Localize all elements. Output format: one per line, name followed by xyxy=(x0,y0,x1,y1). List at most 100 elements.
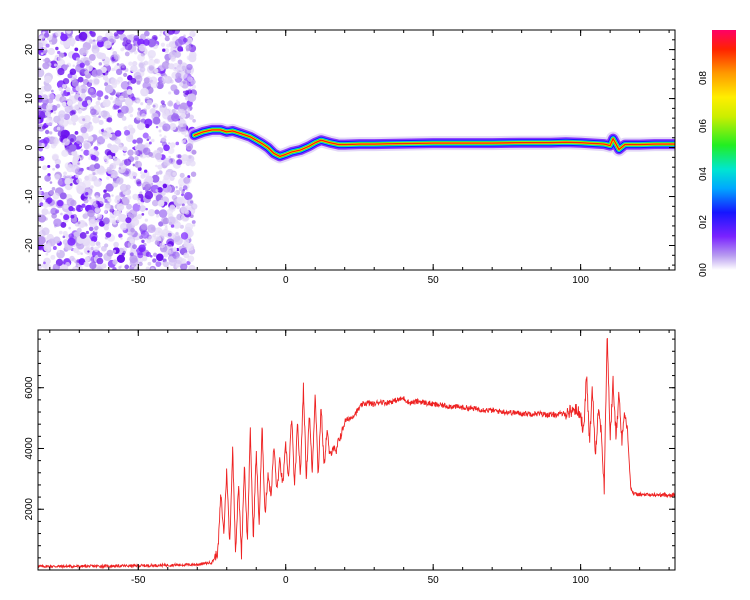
noise-speckle xyxy=(117,210,122,215)
noise-speckle xyxy=(51,187,56,191)
noise-speckle xyxy=(104,95,109,100)
noise-speckle xyxy=(175,264,179,268)
noise-speckle xyxy=(149,76,158,85)
noise-speckle xyxy=(104,148,112,156)
y-tick-label: 4000 xyxy=(24,437,35,460)
noise-speckle xyxy=(101,110,110,120)
noise-speckle xyxy=(50,89,54,93)
noise-speckle xyxy=(50,109,54,113)
noise-speckle xyxy=(107,133,113,138)
noise-speckle xyxy=(125,217,132,224)
noise-speckle xyxy=(117,144,124,150)
noise-speckle xyxy=(82,83,86,87)
y-tick-label: 20 xyxy=(24,44,35,56)
noise-speckle xyxy=(112,249,117,254)
noise-speckle xyxy=(178,108,186,117)
noise-speckle xyxy=(176,196,184,204)
noise-speckle xyxy=(75,57,80,62)
noise-speckle xyxy=(81,203,86,208)
noise-speckle xyxy=(96,35,104,43)
noise-speckle xyxy=(183,176,191,184)
snr-panel: -50 0 50 100 2000 4000 6000 xyxy=(24,329,676,586)
noise-speckle xyxy=(82,57,91,66)
noise-speckle xyxy=(38,142,42,147)
noise-speckle xyxy=(57,56,63,62)
noise-speckle xyxy=(170,84,178,92)
noise-speckle xyxy=(140,223,148,230)
noise-speckle xyxy=(98,119,104,125)
noise-speckle xyxy=(140,102,144,106)
noise-speckle xyxy=(113,54,120,60)
spectrogram-axes: -50 0 50 100 -20 -10 0 10 20 xyxy=(24,29,675,286)
x-tick-label: 0 xyxy=(283,575,289,586)
snr-series-line xyxy=(38,337,675,570)
noise-speckle xyxy=(49,41,53,45)
noise-speckle xyxy=(130,64,138,73)
noise-speckle xyxy=(62,230,68,236)
noise-speckle xyxy=(179,172,185,178)
noise-speckle xyxy=(179,102,188,111)
noise-speckle xyxy=(90,154,97,161)
noise-speckle xyxy=(72,155,80,162)
noise-speckle xyxy=(41,125,46,130)
noise-speckle xyxy=(138,244,146,253)
noise-speckle xyxy=(79,46,89,56)
noise-speckle xyxy=(96,213,103,220)
noise-speckle xyxy=(67,237,76,246)
noise-speckle xyxy=(160,100,165,105)
noise-speckle xyxy=(151,138,155,143)
noise-speckle xyxy=(88,226,94,232)
noise-speckle xyxy=(146,138,150,142)
noise-speckle xyxy=(157,199,165,207)
noise-speckle xyxy=(113,32,119,37)
noise-speckle xyxy=(49,181,53,184)
noise-speckle xyxy=(47,98,54,104)
noise-speckle xyxy=(113,158,121,166)
noise-speckle xyxy=(83,149,90,156)
noise-speckle xyxy=(136,143,145,151)
noise-speckle xyxy=(139,62,144,68)
noise-speckle xyxy=(98,115,101,119)
noise-speckle xyxy=(43,137,50,144)
noise-speckle xyxy=(87,135,94,142)
noise-speckle xyxy=(187,93,197,103)
noise-speckle xyxy=(94,225,99,231)
y-tick-label: 10 xyxy=(24,93,35,105)
noise-speckle xyxy=(80,148,84,152)
noise-speckle xyxy=(50,254,56,260)
noise-speckle xyxy=(56,103,61,108)
noise-speckle xyxy=(116,62,120,66)
noise-speckle xyxy=(88,79,93,84)
noise-speckle xyxy=(44,57,50,64)
noise-speckle xyxy=(181,65,187,70)
noise-speckle xyxy=(82,213,89,219)
noise-speckle xyxy=(146,238,152,244)
noise-speckle xyxy=(159,30,163,34)
noise-speckle xyxy=(174,236,183,246)
noise-speckle xyxy=(93,178,102,187)
noise-speckle xyxy=(109,96,114,101)
noise-speckle xyxy=(44,174,51,182)
noise-speckle xyxy=(172,247,178,252)
noise-speckle xyxy=(86,87,89,90)
noise-speckle xyxy=(120,222,128,231)
noise-speckle xyxy=(112,156,116,159)
noise-speckle xyxy=(53,236,61,244)
noise-speckle xyxy=(129,252,134,257)
noise-speckle xyxy=(191,84,197,89)
noise-speckle xyxy=(53,111,57,114)
noise-speckle xyxy=(140,173,146,179)
noise-speckle xyxy=(134,150,139,156)
noise-speckle xyxy=(124,42,133,51)
spectrogram-panel: -50 0 50 100 -20 -10 0 10 20 xyxy=(24,29,676,286)
noise-speckle xyxy=(116,177,124,185)
colorbar-tick-label: 0.2 xyxy=(698,215,709,229)
noise-speckle xyxy=(151,199,159,207)
noise-speckle xyxy=(129,238,135,244)
noise-speckle xyxy=(148,55,154,61)
noise-speckle xyxy=(87,209,95,218)
noise-speckle xyxy=(92,172,96,176)
noise-speckle xyxy=(59,96,67,104)
noise-speckle xyxy=(154,240,160,246)
noise-speckle xyxy=(186,260,191,266)
